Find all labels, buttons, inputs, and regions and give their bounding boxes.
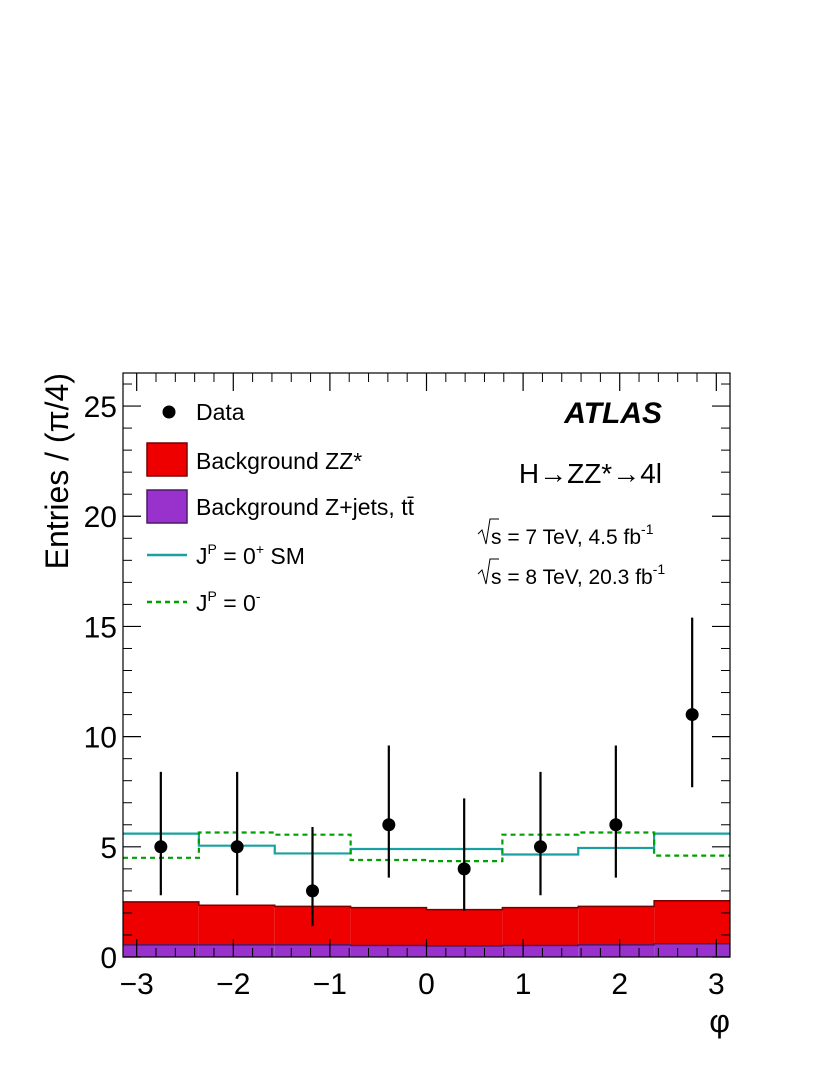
background-stack	[123, 900, 730, 957]
lumi-7-label: s = 7 TeV, 4.5 fb-1	[477, 518, 654, 549]
data-point-0	[154, 840, 168, 854]
zjets-bin-7	[654, 943, 730, 957]
x-tick-label-4: 1	[515, 968, 532, 1001]
data-point-2	[306, 884, 320, 898]
zjets-bin-6	[578, 944, 655, 957]
x-axis-title: φ	[709, 1003, 730, 1039]
data-points	[154, 617, 699, 927]
lumi-8-sup: -1	[653, 561, 666, 577]
legend-label-sm: JP = 0+ SM	[196, 541, 305, 569]
ps-step-line	[123, 831, 730, 863]
lumi-8-text: s = 8 TeV, 20.3 fb	[491, 566, 653, 589]
legend-label-zz: Background ZZ*	[196, 448, 362, 474]
x-tick-label-1: −2	[216, 968, 250, 1001]
data-point-6	[609, 818, 623, 832]
legend-data-marker	[162, 405, 176, 419]
zjets-bin-1	[198, 944, 275, 957]
zz-bin-1	[198, 905, 275, 945]
signal-hypothesis-lines	[123, 831, 730, 863]
x-tick-label-0: −3	[120, 968, 154, 1001]
data-point-1	[230, 840, 244, 854]
zz-bin-4	[426, 909, 503, 946]
zjets-bin-4	[426, 945, 503, 957]
lumi-8-label: s = 8 TeV, 20.3 fb-1	[477, 558, 665, 589]
sm-step-line	[123, 832, 730, 856]
y-tick-label-2: 10	[84, 722, 117, 755]
zjets-bin-5	[502, 945, 579, 957]
legend-label-zjets: Background Z+jets, tt̄	[196, 494, 415, 520]
data-point-5	[533, 840, 547, 854]
zz-bin-6	[578, 906, 655, 945]
sqrt-sign-7	[477, 518, 499, 545]
zz-outline	[123, 900, 730, 911]
sqrt-sign-8	[477, 558, 499, 585]
y-tick-label-3: 15	[84, 611, 117, 644]
zjets-bin-2	[274, 944, 351, 957]
lumi-7-text: s = 7 TeV, 4.5 fb	[491, 526, 641, 549]
zjets-bin-3	[350, 945, 427, 957]
y-tick-label-4: 20	[84, 501, 117, 534]
axes-frame	[122, 372, 731, 958]
lumi-7-sup: -1	[641, 521, 654, 537]
x-tick-label-5: 2	[611, 968, 628, 1001]
x-tick-label-3: 0	[418, 968, 435, 1001]
y-tick-label-0: 0	[100, 942, 117, 975]
x-tick-label-2: −1	[313, 968, 347, 1001]
data-point-7	[685, 708, 699, 722]
data-point-3	[382, 818, 396, 832]
zjets-outline	[123, 943, 730, 947]
y-tick-label-5: 25	[84, 391, 117, 424]
zz-bin-7	[654, 900, 730, 944]
atlas-label: ATLAS	[563, 397, 662, 430]
zjets-bin-0	[123, 944, 199, 957]
zz-bin-5	[502, 907, 579, 946]
svg-text:s = 8 TeV, 20.3 fb-1: s = 8 TeV, 20.3 fb-1	[491, 561, 665, 589]
y-axis-title: Entries / (π/4)	[39, 373, 75, 569]
y-tick-label-1: 5	[100, 832, 117, 865]
process-label: H→ZZ*→4l	[519, 458, 662, 489]
zz-bin-3	[350, 907, 427, 946]
x-tick-label-6: 3	[708, 968, 725, 1001]
data-point-4	[457, 862, 471, 876]
tick-labels: −3 −2 −1 0 1 2 3 0 5 10 15 20 25	[84, 391, 725, 1001]
legend-zjets-swatch	[146, 489, 188, 524]
legend-label-ps: JP = 0-	[196, 588, 261, 616]
legend-zz-swatch	[146, 442, 188, 477]
legend: Data Background ZZ* Background Z+jets, t…	[146, 399, 415, 616]
legend-label-data: Data	[196, 399, 245, 425]
svg-text:s = 7 TeV, 4.5 fb-1: s = 7 TeV, 4.5 fb-1	[491, 521, 654, 549]
zz-bin-0	[123, 901, 199, 945]
